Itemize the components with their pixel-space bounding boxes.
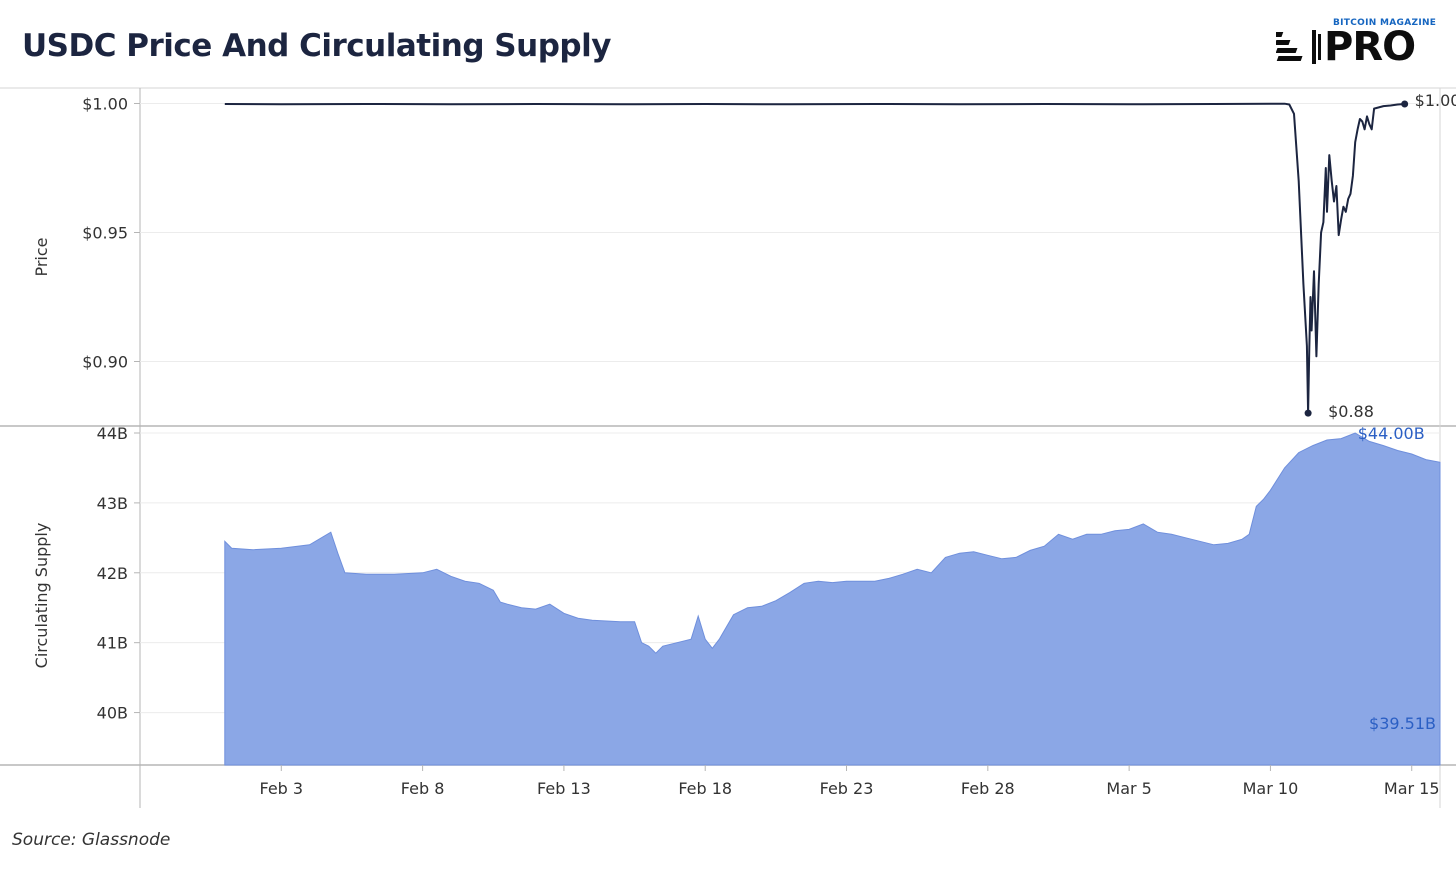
price-tick-label: $1.00 [82, 94, 128, 113]
bitcoin-magazine-logo-icon [1276, 30, 1321, 64]
supply-tick-label: 43B [97, 494, 128, 513]
supply-annotation: $44.00B [1358, 424, 1425, 443]
supply-tick-label: 40B [97, 704, 128, 723]
x-tick-label: Mar 15 [1384, 779, 1440, 798]
supply-annotation: $39.51B [1369, 714, 1436, 733]
logo-main-text: PRO [1324, 24, 1416, 70]
supply-axis-label: Circulating Supply [32, 523, 51, 669]
x-tick-label: Feb 13 [537, 779, 591, 798]
chart-title: USDC Price And Circulating Supply [22, 28, 611, 64]
logo-top-text: BITCOIN MAGAZINE [1333, 18, 1437, 28]
price-tick-label: $0.95 [82, 223, 128, 242]
x-tick-label: Feb 28 [961, 779, 1015, 798]
price-marker [1304, 409, 1312, 417]
price-marker [1401, 100, 1409, 108]
price-axis-label: Price [32, 237, 51, 276]
price-annotation: $0.88 [1328, 402, 1374, 421]
source-note: Source: Glassnode [12, 830, 171, 850]
x-tick-label: Feb 23 [820, 779, 874, 798]
x-tick-label: Feb 8 [401, 779, 445, 798]
supply-panel: 44B 43B 42B 41B 40B Circulating Supply $44.00B… [32, 424, 1441, 766]
x-axis: Feb 3 Feb 8 Feb 13 Feb 18 Feb 23 Feb 28 Mar 5 M… [260, 765, 1440, 798]
supply-tick-label: 41B [97, 634, 128, 653]
x-tick-label: Feb 18 [678, 779, 732, 798]
price-tick-label: $0.90 [82, 352, 128, 371]
supply-tick-label: 44B [97, 424, 128, 443]
supply-tick-label: 42B [97, 564, 128, 583]
x-tick-label: Mar 5 [1106, 779, 1151, 798]
supply-area [224, 432, 1441, 766]
price-panel: $1.00 $0.95 $0.90 Price $0.88 $1.00 [32, 91, 1456, 421]
x-tick-label: Feb 3 [260, 779, 304, 798]
bitcoin-magazine-pro-logo: BITCOIN MAGAZINE PRO [1276, 18, 1440, 70]
price-annotation: $1.00 [1415, 91, 1456, 110]
price-line [224, 102, 1405, 415]
x-tick-label: Mar 10 [1243, 779, 1299, 798]
